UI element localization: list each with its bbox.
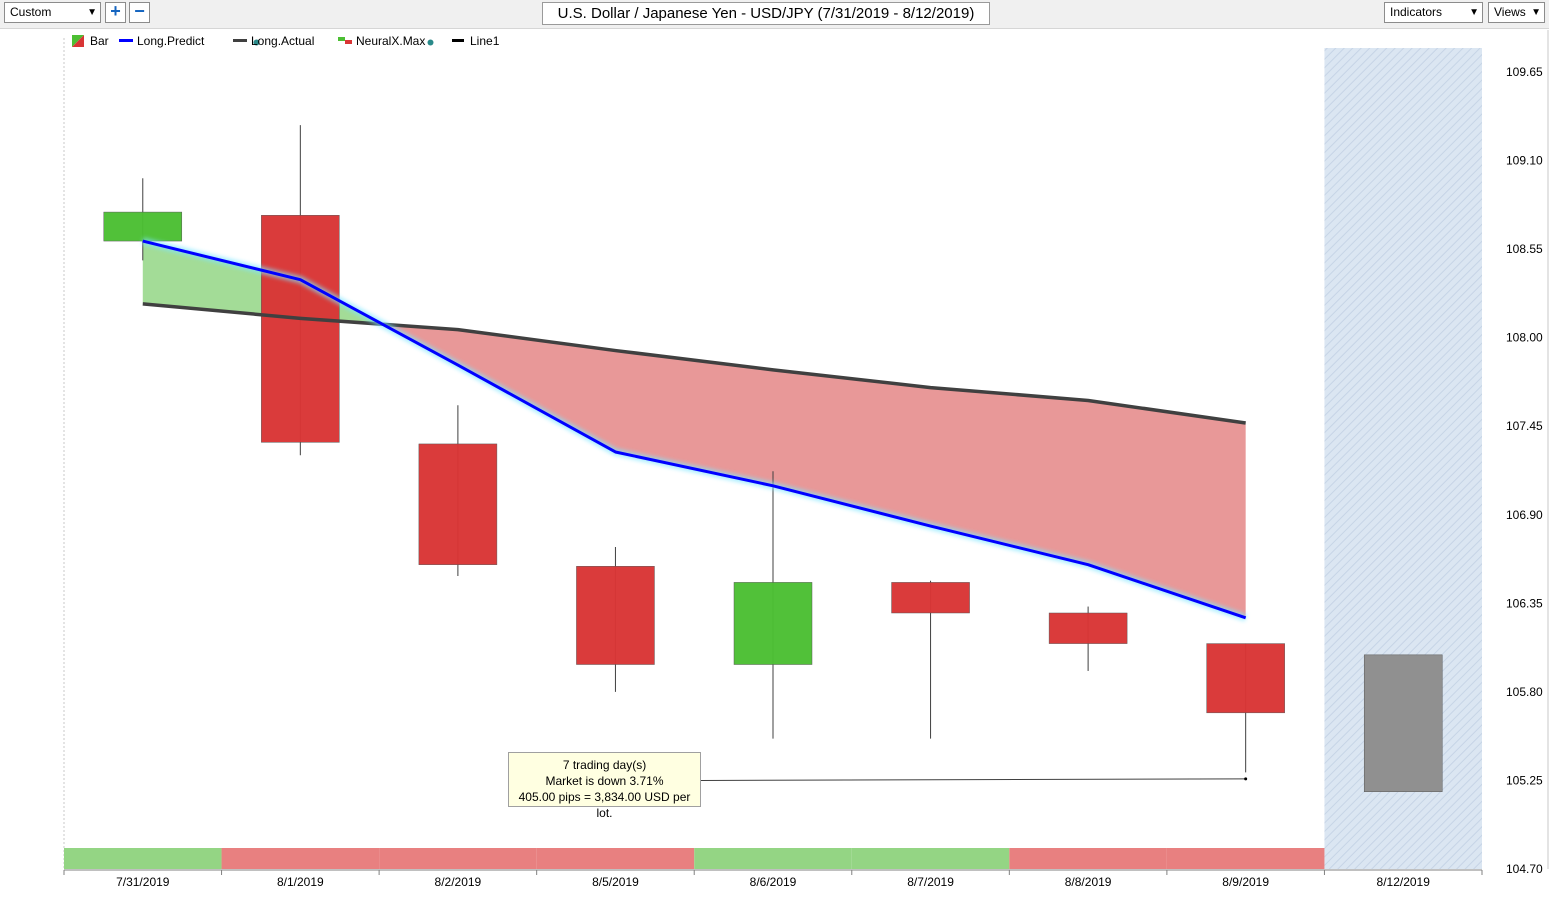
legend-label: Long.Actual xyxy=(251,34,315,48)
legend-label: Line1 xyxy=(470,34,500,48)
line1-endpoint xyxy=(1244,777,1248,781)
x-tick-label: 8/7/2019 xyxy=(907,875,954,889)
y-tick-label: 105.80 xyxy=(1506,685,1543,699)
candle-body xyxy=(103,211,183,242)
legend-label: NeuralX.Max xyxy=(356,34,426,48)
legend-label: Bar xyxy=(90,34,109,48)
y-tick-label: 106.90 xyxy=(1506,508,1543,522)
black-line-icon xyxy=(452,39,464,42)
neural-swatch-icon xyxy=(338,37,352,44)
settings-dot-icon[interactable] xyxy=(253,39,260,46)
blue-line-icon xyxy=(119,39,133,42)
x-tick-label: 8/12/2019 xyxy=(1377,875,1431,889)
tooltip-line-market-change: Market is down 3.71% xyxy=(545,774,664,788)
candle-body xyxy=(1206,643,1285,714)
views-label: Views xyxy=(1494,5,1526,19)
bar-swatch-icon xyxy=(72,35,84,47)
legend-label: Long.Predict xyxy=(137,34,205,48)
x-tick-label: 8/9/2019 xyxy=(1222,875,1269,889)
y-tick-label: 109.65 xyxy=(1506,65,1543,79)
trend-band xyxy=(64,848,222,869)
y-tick-label: 108.55 xyxy=(1506,242,1543,256)
series-long-actual-line xyxy=(142,302,1246,425)
trend-band xyxy=(694,848,852,869)
candle-body xyxy=(576,566,655,665)
candle-body xyxy=(891,582,970,614)
views-select[interactable]: Views ▼ xyxy=(1488,2,1545,23)
preset-select-value: Custom xyxy=(10,5,52,19)
dropdown-arrow-icon: ▼ xyxy=(87,7,97,18)
preset-select[interactable]: Custom ▼ xyxy=(4,2,101,23)
zoom-out-button[interactable]: − xyxy=(129,2,150,23)
indicators-label: Indicators xyxy=(1390,5,1443,19)
y-tick-label: 105.25 xyxy=(1506,773,1543,787)
y-tick-label: 109.10 xyxy=(1506,154,1543,168)
y-tick-label: 106.35 xyxy=(1506,596,1543,610)
candle-body xyxy=(418,443,498,565)
trend-band xyxy=(1166,848,1325,869)
trend-band xyxy=(851,848,1010,869)
x-tick-label: 8/8/2019 xyxy=(1065,875,1112,889)
x-tick-label: 8/6/2019 xyxy=(750,875,797,889)
dark-line-icon xyxy=(233,39,247,42)
y-tick-label: 108.00 xyxy=(1506,331,1543,345)
trend-band xyxy=(379,848,537,869)
tooltip-line-trading-days: 7 trading day(s) xyxy=(562,758,647,772)
indicators-select[interactable]: Indicators ▼ xyxy=(1384,2,1483,23)
dropdown-arrow-icon: ▼ xyxy=(1469,7,1479,18)
candle-body xyxy=(733,582,813,665)
trend-band xyxy=(1009,848,1167,869)
y-tick-label: 107.45 xyxy=(1506,419,1543,433)
y-tick-label: 104.70 xyxy=(1506,862,1543,876)
summary-tooltip: 7 trading day(s) Market is down 3.71% 40… xyxy=(508,752,701,820)
x-tick-label: 8/5/2019 xyxy=(592,875,639,889)
dropdown-arrow-icon: ▼ xyxy=(1531,7,1541,18)
trend-band xyxy=(221,848,380,869)
x-tick-label: 8/1/2019 xyxy=(277,875,324,889)
series-line1 xyxy=(700,778,1246,781)
tooltip-line-pips: 405.00 pips = 3,834.00 USD per lot. xyxy=(518,790,691,820)
candle-body xyxy=(261,215,340,443)
toolbar: Custom ▼ + − U.S. Dollar / Japanese Yen … xyxy=(0,0,1549,29)
plus-icon: + xyxy=(110,1,121,21)
trend-band xyxy=(536,848,695,869)
series-long-predict-line xyxy=(142,239,1247,620)
candle-body xyxy=(1048,612,1128,644)
settings-dot-icon[interactable] xyxy=(427,39,434,46)
chart-title: U.S. Dollar / Japanese Yen - USD/JPY (7/… xyxy=(542,2,990,25)
negative-fill-area xyxy=(382,324,1246,618)
zoom-in-button[interactable]: + xyxy=(105,2,126,23)
x-tick-label: 7/31/2019 xyxy=(116,875,170,889)
minus-icon: − xyxy=(134,1,145,21)
x-tick-label: 8/2/2019 xyxy=(435,875,482,889)
candle-body xyxy=(1363,654,1443,792)
